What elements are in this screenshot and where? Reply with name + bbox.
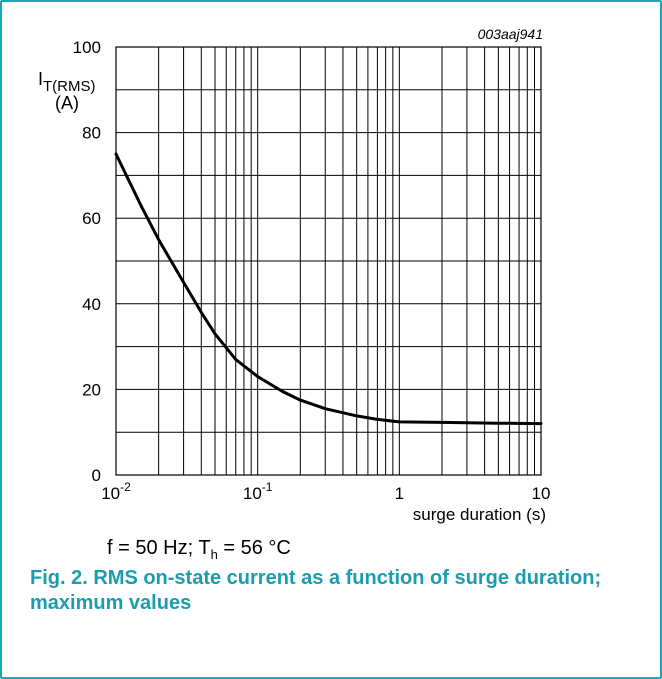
x-tick-label: 10-1 [243,480,273,503]
condition-sub: h [210,547,218,562]
y-tick-label: 60 [82,209,101,228]
condition-prefix: f = 50 Hz; T [107,537,211,559]
series-line [114,152,543,426]
x-tick-labels: 10-2 10-1 1 10 [101,480,550,503]
x-tick-label: 1 [395,484,404,503]
chart-grid [116,47,541,475]
x-axis-label: surge duration (s) [413,505,546,524]
test-condition: f = 50 Hz; Th = 56 °C [107,537,291,562]
chart-axes [115,46,542,476]
y-tick-labels: 0 20 40 60 80 100 [73,38,101,485]
y-tick-label: 40 [82,295,101,314]
x-tick-label: 10-2 [101,480,131,503]
y-tick-label: 80 [82,124,101,143]
y-tick-label: 20 [82,380,101,399]
y-tick-label: 0 [92,466,101,485]
y-tick-label: 100 [73,38,101,57]
y-axis-label: IT(RMS) [38,69,96,95]
condition-suffix: = 56 °C [217,537,291,559]
y-axis-label-main: I [38,69,43,89]
figure-caption: Fig. 2. RMS on-state current as a functi… [30,567,602,614]
x-tick-label: 10 [532,484,551,503]
y-axis-unit: (A) [55,93,79,113]
plot-area-border [115,46,542,476]
y-axis-label-sub: T(RMS) [43,78,96,95]
figure-id: 003aaj941 [478,26,543,42]
